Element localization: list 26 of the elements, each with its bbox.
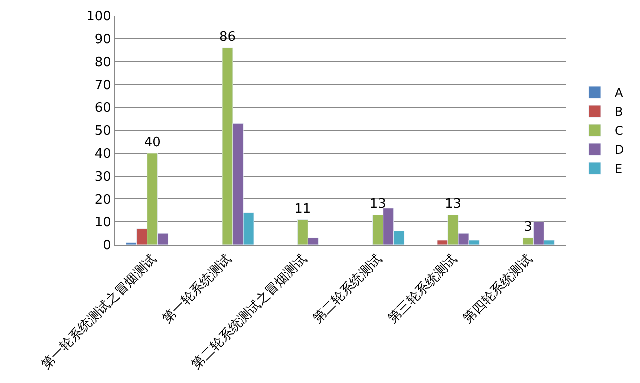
data-label: 86 [219, 30, 236, 46]
legend-label: C [615, 124, 624, 138]
legend-label: E [615, 162, 623, 176]
y-tick-label: 30 [94, 170, 112, 185]
y-tick-label: 50 [94, 124, 112, 140]
y-tick-label: 10 [94, 216, 112, 231]
x-tick-label: 第三轮系统测试 [386, 252, 461, 327]
x-tick-label: 第一轮系统测试之冒烟测试 [39, 252, 160, 373]
y-tick-label: 60 [94, 101, 112, 116]
y-tick-label: 40 [94, 146, 112, 162]
x-tick-label: 第四轮系统测试 [460, 252, 536, 327]
y-tick-label: 100 [86, 10, 112, 25]
y-tick-label: 20 [94, 192, 112, 208]
y-tick-label: 70 [94, 78, 112, 94]
legend-label: A [615, 86, 624, 100]
y-tick-label: 80 [94, 55, 112, 70]
data-label: 13 [444, 197, 462, 212]
y-tick-label: 90 [94, 32, 112, 48]
data-label: 3 [524, 220, 533, 236]
legend-label: D [615, 143, 624, 158]
x-tick-label: 第二轮系统测试 [310, 252, 386, 327]
data-label: 40 [144, 135, 161, 150]
legend-label: B [615, 105, 624, 120]
data-label: 11 [294, 202, 312, 217]
y-tick-label: 0 [103, 238, 112, 254]
data-label: 13 [370, 197, 386, 212]
